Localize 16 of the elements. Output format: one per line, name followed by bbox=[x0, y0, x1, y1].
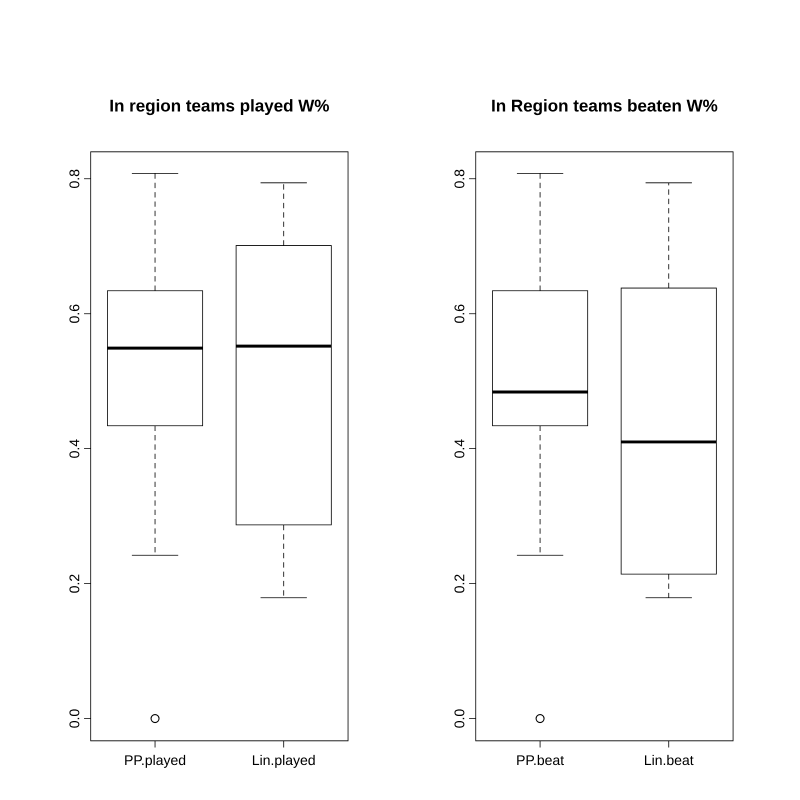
y-tick-label: 0.4 bbox=[454, 439, 464, 458]
chart-title: In Region teams beaten W% bbox=[492, 99, 718, 116]
y-tick-label: 0.2 bbox=[454, 574, 464, 593]
y-tick-label: 0.0 bbox=[69, 709, 80, 728]
y-tick-label: 0.8 bbox=[69, 170, 80, 188]
y-tick-label: 0.2 bbox=[69, 574, 80, 593]
x-tick-label: PP.beat bbox=[517, 754, 564, 766]
y-tick-label: 0.0 bbox=[454, 709, 464, 728]
x-tick-label: Lin.played bbox=[252, 754, 315, 768]
y-tick-label: 0.6 bbox=[69, 304, 80, 323]
y-tick-label: 0.4 bbox=[69, 439, 80, 458]
x-tick-label: Lin.beat bbox=[644, 754, 694, 766]
chart-title: In region teams played W% bbox=[110, 99, 329, 116]
x-tick-label: PP.played bbox=[125, 754, 186, 768]
y-tick-label: 0.8 bbox=[454, 170, 464, 188]
y-tick-label: 0.6 bbox=[454, 304, 464, 323]
